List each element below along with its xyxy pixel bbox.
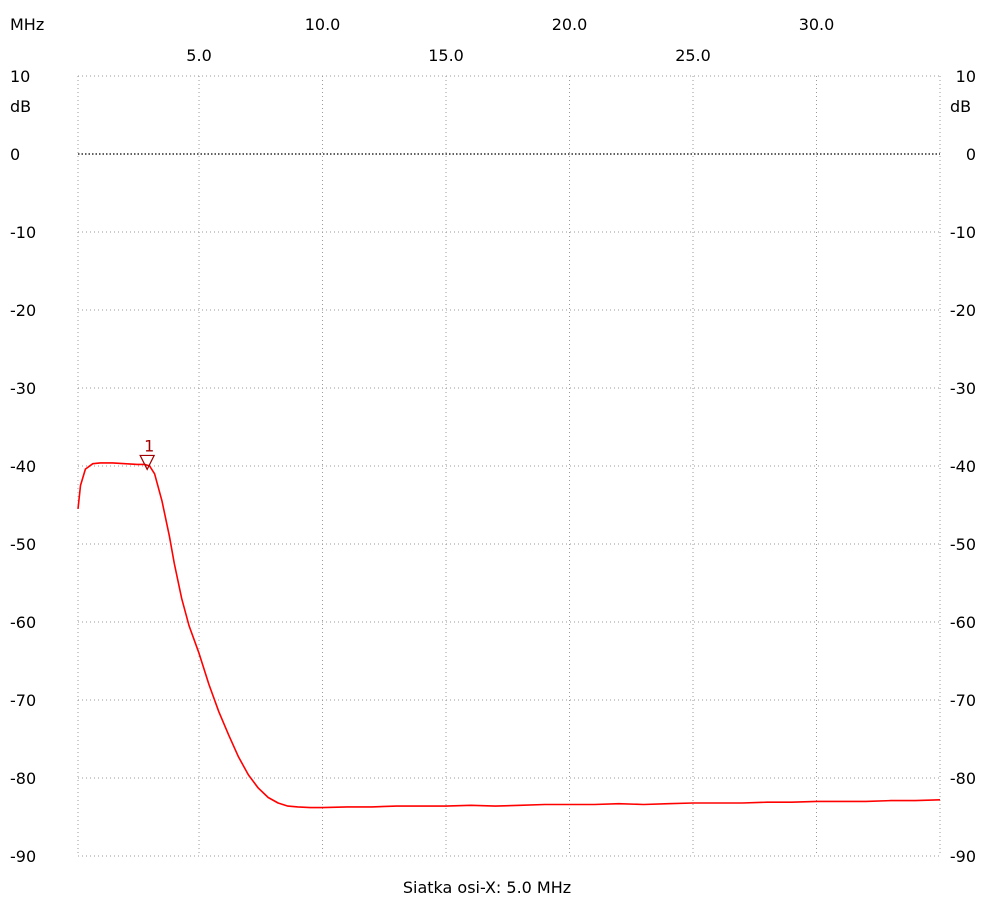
y-tick-label-left: -70 — [10, 691, 36, 710]
y-tick-label-left: 0 — [10, 145, 20, 164]
y-tick-label-right: 0 — [966, 145, 976, 164]
y-tick-label-right: -50 — [950, 535, 976, 554]
x-tick-label-upper: 20.0 — [552, 15, 588, 34]
y-tick-label-left: -50 — [10, 535, 36, 554]
y-tick-label-right: -70 — [950, 691, 976, 710]
y-tick-label-right: -30 — [950, 379, 976, 398]
y-tick-label-left: 10 — [10, 67, 30, 86]
series-group — [78, 463, 940, 808]
y-tick-label-left: -40 — [10, 457, 36, 476]
y-tick-label-right: -10 — [950, 223, 976, 242]
y-tick-label-right: 10 — [956, 67, 976, 86]
y-tick-label-left: -80 — [10, 769, 36, 788]
y-tick-label-right: -80 — [950, 769, 976, 788]
y-unit-label-right: dB — [950, 97, 971, 116]
y-unit-label-left: dB — [10, 97, 31, 116]
y-tick-label-left: -90 — [10, 847, 36, 866]
y-tick-label-right: -90 — [950, 847, 976, 866]
x-tick-label-upper: 30.0 — [799, 15, 835, 34]
x-tick-labels: 10.0 20.0 30.0 5.0 15.0 25.0 — [186, 15, 834, 65]
x-tick-label-upper: 10.0 — [305, 15, 341, 34]
x-grid-footer: Siatka osi-X: 5.0 MHz — [403, 878, 571, 897]
x-unit-label: MHz — [10, 15, 44, 34]
y-tick-label-right: -40 — [950, 457, 976, 476]
marker-triangle — [140, 455, 154, 469]
series-line — [78, 463, 940, 808]
y-tick-label-right: -60 — [950, 613, 976, 632]
grid — [78, 76, 940, 856]
y-tick-label-left: -60 — [10, 613, 36, 632]
y-tick-label-left: -30 — [10, 379, 36, 398]
y-tick-label-left: -20 — [10, 301, 36, 320]
x-tick-label-lower: 15.0 — [428, 46, 464, 65]
y-tick-label-right: -20 — [950, 301, 976, 320]
x-tick-label-lower: 5.0 — [186, 46, 211, 65]
x-tick-label-lower: 25.0 — [675, 46, 711, 65]
marker-label: 1 — [144, 436, 154, 455]
y-tick-label-left: -10 — [10, 223, 36, 242]
